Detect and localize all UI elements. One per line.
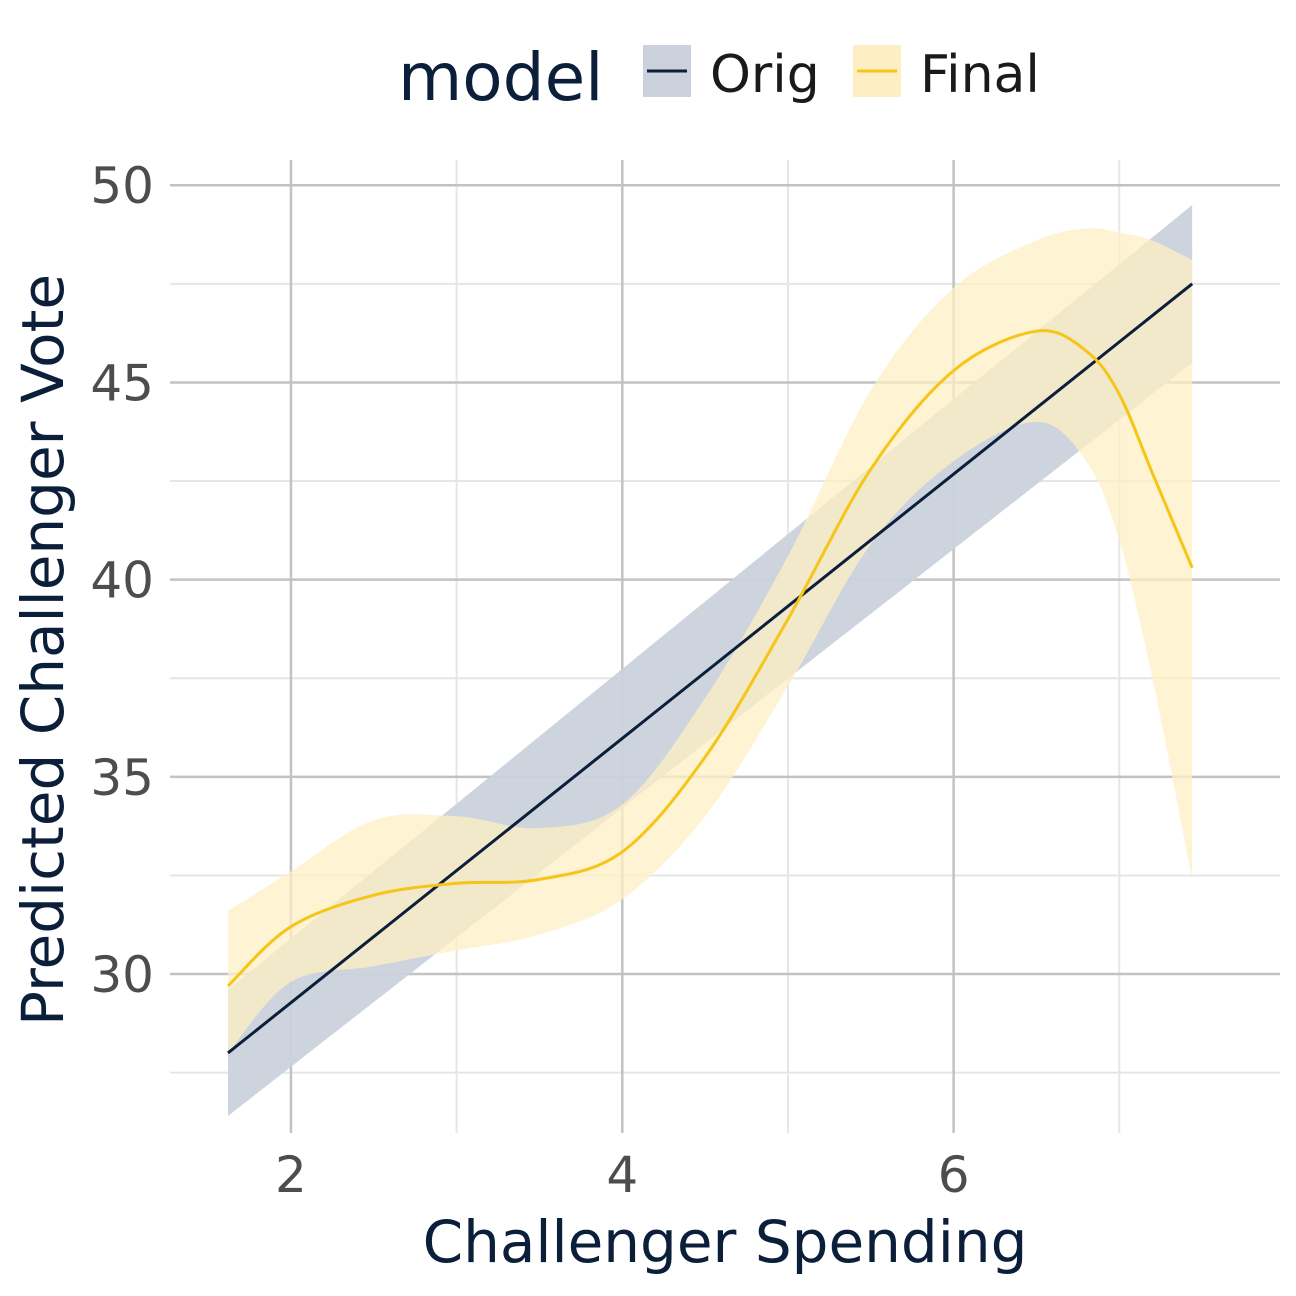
confidence-bands	[228, 205, 1193, 1116]
band-final	[228, 228, 1193, 1053]
legend-label-final: Final	[920, 45, 1040, 105]
legend: model Orig Final	[398, 39, 1040, 116]
x-tick-label: 4	[606, 1146, 638, 1204]
y-tick-label: 35	[90, 749, 154, 807]
legend-title: model	[398, 39, 604, 116]
legend-label-orig: Orig	[710, 45, 820, 105]
series-lines	[226, 282, 1194, 1055]
x-axis-ticks: 2 4 6	[275, 1146, 969, 1204]
line-orig	[227, 282, 1194, 1055]
y-tick-label: 40	[90, 552, 154, 610]
y-tick-label: 50	[90, 157, 154, 215]
y-tick-label: 30	[90, 946, 154, 1004]
y-tick-label: 45	[90, 354, 154, 412]
y-axis-title: Predicted Challenger Vote	[9, 274, 77, 1026]
x-tick-label: 6	[938, 1146, 970, 1204]
x-axis-title: Challenger Spending	[423, 1208, 1028, 1276]
x-tick-label: 2	[275, 1146, 307, 1204]
line-final	[226, 329, 1194, 987]
y-axis-ticks: 30 35 40 45 50	[90, 157, 154, 1004]
